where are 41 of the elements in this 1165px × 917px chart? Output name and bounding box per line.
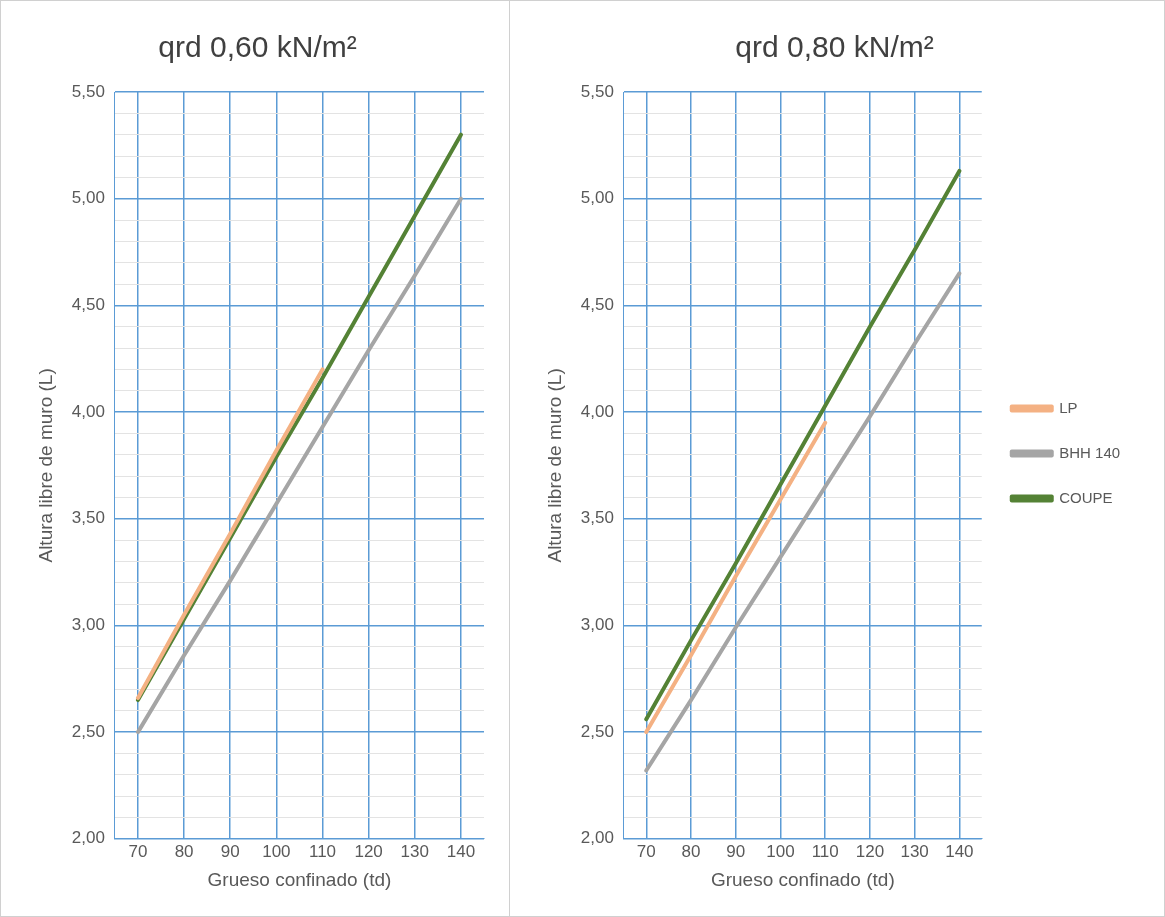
chart-title: qrd 0,60 kN/m²: [158, 30, 357, 64]
y-axis-title: Altura libre de muro (L): [34, 368, 56, 563]
x-tick-label: 100: [766, 841, 795, 861]
x-tick-label: 90: [220, 841, 240, 861]
x-tick-label: 110: [308, 841, 337, 861]
legend-label: LP: [1059, 398, 1078, 416]
x-tick-label: 140: [446, 841, 476, 861]
x-axis-title: Grueso confinado (td): [207, 868, 392, 890]
y-tick-label: 2,00: [71, 828, 105, 848]
y-tick-label: 2,50: [71, 721, 105, 741]
chart-title: qrd 0,80 kN/m²: [735, 30, 934, 64]
x-tick-label: 120: [354, 841, 383, 861]
x-tick-label: 80: [174, 841, 194, 861]
x-tick-label: 100: [262, 841, 291, 861]
y-tick-label: 5,00: [580, 188, 614, 208]
y-tick-label: 3,50: [580, 508, 614, 528]
y-tick-label: 3,00: [580, 615, 614, 635]
x-tick-label: 90: [726, 841, 746, 861]
x-tick-label: 130: [400, 841, 429, 861]
y-tick-label: 5,50: [71, 81, 105, 101]
x-tick-label: 70: [636, 841, 656, 861]
legend-label: COUPE: [1059, 488, 1113, 506]
x-tick-label: 80: [681, 841, 701, 861]
x-tick-label: 130: [900, 841, 929, 861]
y-tick-label: 2,50: [580, 721, 614, 741]
y-tick-label: 4,00: [71, 401, 105, 421]
legend-label: BHH 140: [1059, 443, 1121, 461]
y-axis-title: Altura libre de muro (L): [543, 368, 565, 563]
y-tick-label: 5,50: [580, 81, 614, 101]
y-tick-label: 5,00: [71, 188, 105, 208]
y-tick-label: 3,00: [71, 615, 105, 635]
x-tick-label: 70: [128, 841, 148, 861]
y-tick-label: 4,00: [580, 401, 614, 421]
x-axis-title: Grueso confinado (td): [710, 868, 895, 890]
y-tick-label: 4,50: [580, 295, 614, 315]
y-tick-label: 4,50: [71, 295, 105, 315]
x-tick-label: 110: [811, 841, 839, 861]
x-tick-label: 140: [945, 841, 974, 861]
y-tick-label: 3,50: [71, 508, 105, 528]
x-tick-label: 120: [855, 841, 885, 861]
y-tick-label: 2,00: [580, 828, 614, 848]
